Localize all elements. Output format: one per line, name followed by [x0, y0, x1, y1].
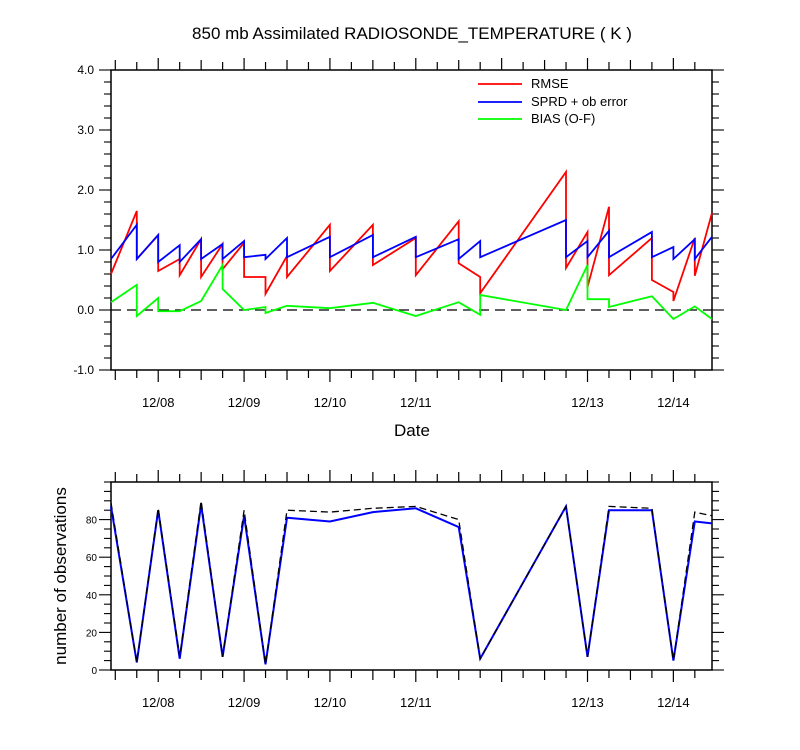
bottom-series-group: [110, 500, 713, 665]
legend-bias-label: BIAS (O-F): [531, 111, 595, 126]
spread-series-line: [110, 218, 713, 265]
y-tick-label: 80: [86, 516, 98, 527]
x-tick-label: 12/14: [657, 395, 690, 410]
x-tick-label: 12/10: [314, 695, 347, 710]
top-panel: 12/08 12/09 12/10 12/11 12/13 12/14 -1.0 0.0 1.0…: [73, 58, 724, 440]
y-tick-label: 1.0: [77, 243, 94, 257]
legend-rmse-label: RMSE: [531, 76, 569, 91]
y-tick-label: 40: [86, 591, 98, 602]
x-tick-label: 12/13: [571, 695, 604, 710]
x-tick-label: 12/08: [142, 395, 175, 410]
y-tick-label: 3.0: [77, 123, 94, 137]
y-axis-title-observations: number of observations: [51, 487, 70, 665]
bottom-panel: 12/08 12/09 12/10 12/11 12/13 12/14020406080 …: [51, 470, 724, 710]
y-tick-label: 4.0: [77, 63, 94, 77]
x-tick-label: 12/08: [142, 695, 175, 710]
y-tick-label: 20: [86, 628, 98, 639]
x-tick-label: 12/13: [571, 395, 604, 410]
rmse-series-line: [110, 169, 713, 302]
legend: RMSE SPRD + ob error BIAS (O-F): [478, 76, 628, 126]
top-axis-ticks: 12/08 12/09 12/10 12/11 12/13 12/14 -1.0 0.0 1.0…: [73, 58, 724, 410]
x-tick-label: 12/09: [228, 695, 261, 710]
observations-used-line: [110, 503, 713, 665]
bottom-axis-ticks: 12/08 12/09 12/10 12/11 12/13 12/14 0 20 40 60 80: [86, 470, 724, 710]
x-tick-label: 12/11: [400, 395, 432, 410]
x-tick-label: 12/09: [228, 395, 261, 410]
y-tick-label: 60: [86, 553, 98, 564]
y-tick-label: -1.0: [73, 363, 94, 377]
top-plot-frame: [110, 69, 713, 371]
chart-title: 850 mb Assimilated RADIOSONDE_TEMPERATUR…: [192, 24, 632, 43]
x-tick-label: 12/11: [400, 695, 432, 710]
y-tick-label: 0: [91, 666, 97, 677]
bias-series-line: [110, 261, 713, 321]
top-series-group: [110, 169, 713, 321]
x-tick-label: 12/10: [314, 395, 347, 410]
legend-spread-label: SPRD + ob error: [531, 94, 628, 109]
y-tick-label: 0.0: [77, 303, 94, 317]
y-tick-label: 2.0: [77, 183, 94, 197]
x-axis-title: Date: [394, 421, 430, 440]
observations-possible-line: [110, 500, 713, 665]
x-tick-label: 12/14: [657, 695, 690, 710]
